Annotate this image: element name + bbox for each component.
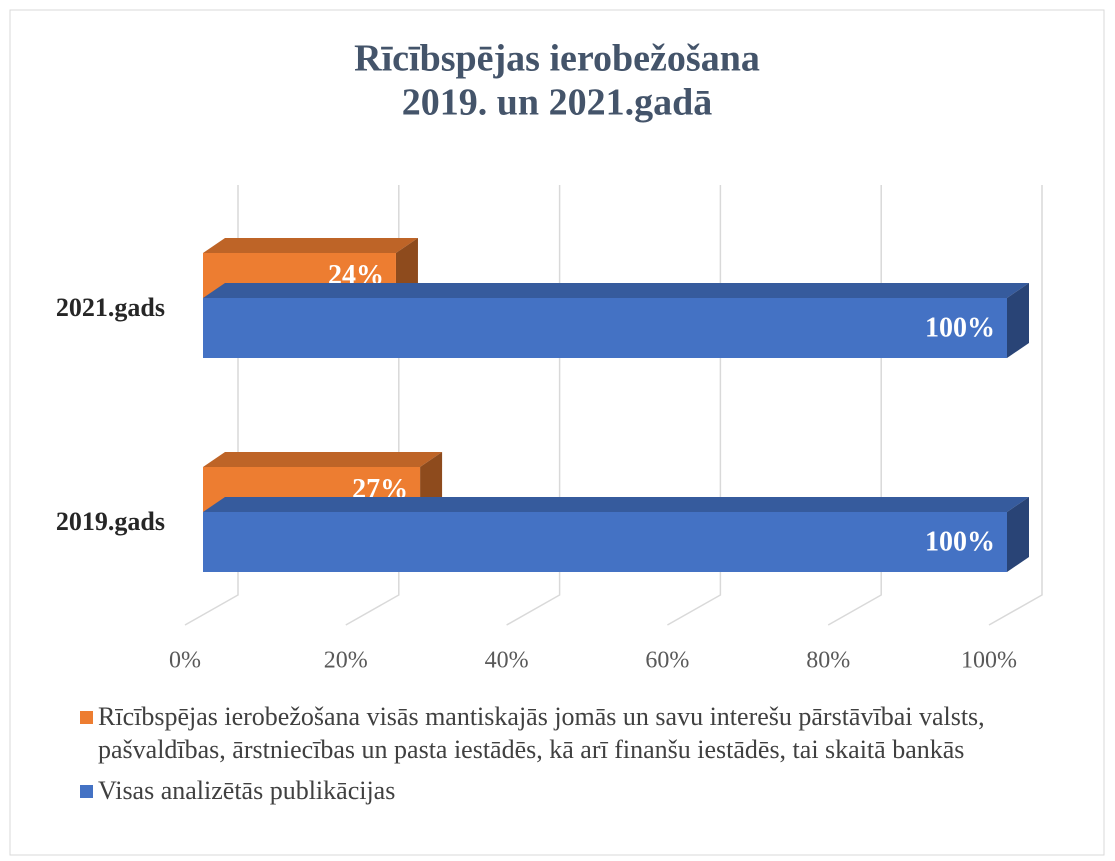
bar-side bbox=[1007, 283, 1029, 358]
grid-line bbox=[988, 185, 1043, 626]
x-tick-label: 100% bbox=[961, 648, 1017, 674]
legend-swatch bbox=[80, 785, 93, 798]
x-tick-label: 0% bbox=[169, 648, 201, 674]
bar-side bbox=[1007, 497, 1029, 572]
legend-label: Visas analizētās publikācijas bbox=[98, 776, 396, 805]
y-tick-label: 2021.gads bbox=[56, 293, 165, 322]
x-tick-label: 40% bbox=[485, 648, 529, 674]
x-tick-label: 20% bbox=[324, 648, 368, 674]
bar-top bbox=[203, 283, 1029, 298]
bar-top bbox=[203, 497, 1029, 512]
x-tick-label: 60% bbox=[645, 648, 689, 674]
y-tick-label: 2019.gads bbox=[56, 507, 165, 536]
data-label: 100% bbox=[925, 312, 995, 343]
bar bbox=[203, 512, 1007, 572]
bar-top bbox=[203, 238, 418, 253]
chart-title: Rīcībspējas ierobežošana bbox=[354, 38, 760, 80]
bar bbox=[203, 298, 1007, 358]
chart-border bbox=[9, 9, 1105, 856]
legend-swatch bbox=[80, 711, 93, 724]
legend-label: Rīcībspējas ierobežošana visās mantiskaj… bbox=[98, 702, 985, 764]
legend: Rīcībspējas ierobežošana visās mantiskaj… bbox=[80, 700, 1070, 815]
chart-title: 2019. un 2021.gadā bbox=[402, 82, 712, 124]
bar-top bbox=[203, 452, 443, 467]
legend-entry: Rīcībspējas ierobežošana visās mantiskaj… bbox=[80, 700, 1070, 766]
x-tick-label: 80% bbox=[806, 648, 850, 674]
data-label: 100% bbox=[925, 526, 995, 557]
legend-entry: Visas analizētās publikācijas bbox=[80, 774, 1070, 807]
